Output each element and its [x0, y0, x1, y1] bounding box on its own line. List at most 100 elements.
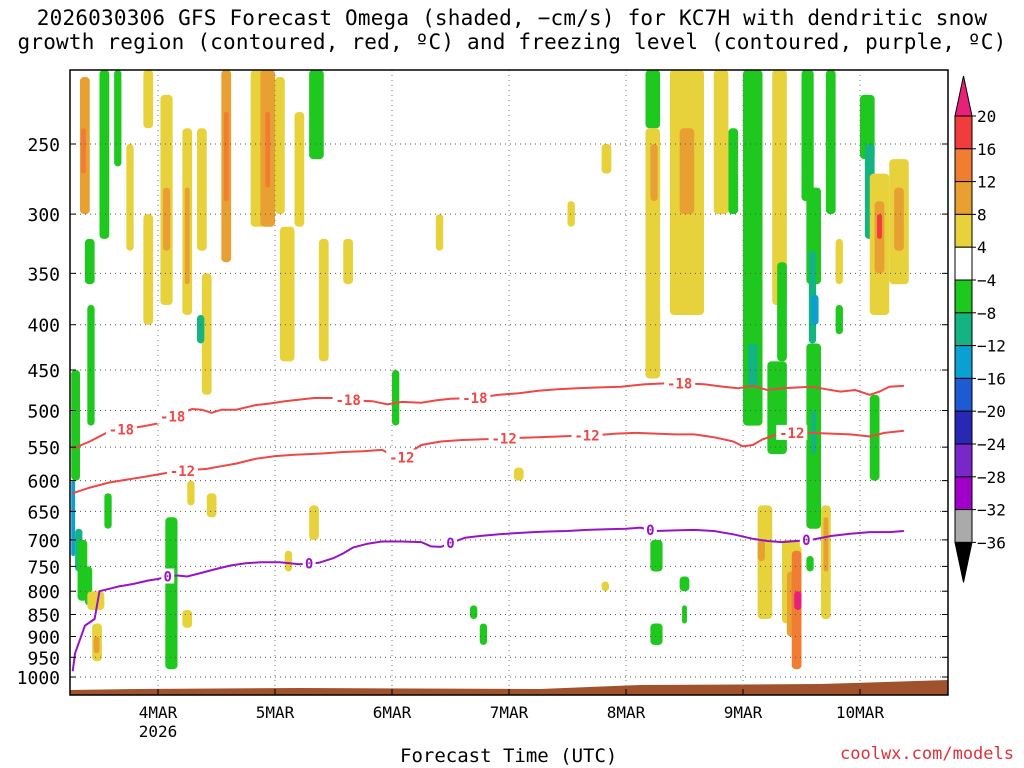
omega-shade-patch [182, 609, 193, 628]
credit-text[interactable]: coolwx.com/models [840, 744, 1014, 764]
omega-shading [71, 70, 909, 670]
y-tick-label: 350 [27, 264, 60, 285]
omega-shade-patch [165, 517, 178, 670]
colorbar-top-arrow [954, 75, 973, 117]
omega-shade-patch [794, 591, 802, 610]
omega-shade-patch [435, 214, 444, 251]
x-tick-label: 6MAR [373, 703, 412, 722]
colorbar-label: −20 [977, 402, 1006, 421]
omega-shade-patch [801, 70, 814, 202]
omega-shade-patch [650, 623, 663, 645]
colorbar-label: 16 [977, 140, 996, 159]
omega-shade-patch [645, 70, 661, 129]
colorbar-swatch [954, 115, 973, 150]
colorbar-swatch [954, 246, 973, 281]
omega-shade-patch [757, 505, 773, 620]
contours: -18 -18 -18 -18 -18 -12 -12 -12 -12 -12 0 0 0 0 0 [71, 375, 905, 672]
omega-shade-patch [309, 70, 324, 160]
omega-shade-patch [835, 304, 843, 335]
y-tick-label: 300 [27, 205, 60, 226]
colorbar-swatch [954, 213, 973, 248]
colorbar-label: −16 [977, 369, 1006, 388]
omega-shade-patch [265, 111, 271, 188]
omega-shade-patch [143, 70, 154, 129]
colorbar-label: −4 [977, 271, 996, 290]
contour-label-bg [302, 555, 316, 571]
omega-shade-patch [284, 550, 293, 572]
x-tick-sublabel: 2026 [139, 722, 178, 741]
y-tick-label: 1000 [17, 668, 60, 689]
omega-shade-patch [197, 314, 205, 344]
omega-shade-patch [294, 111, 305, 227]
omega-shade-patch [811, 294, 819, 325]
x-tick-label: 7MAR [490, 703, 529, 722]
colorbar: 20 16 12 8 4 −4 −8 −12 −16 −20 −24 −28 −32 −36 [954, 75, 1006, 583]
colorbar-swatch [954, 181, 973, 215]
omega-shade-patch [392, 369, 400, 426]
omega-shade-patch [601, 144, 612, 174]
omega-shade-patch [747, 343, 758, 387]
colorbar-label: −28 [977, 468, 1006, 487]
omega-shade-patch [679, 128, 695, 215]
omega-shade-patch [650, 144, 658, 202]
omega-shade-patch [743, 70, 763, 426]
omega-shade-patch [470, 605, 478, 620]
omega-shade-patch [713, 70, 729, 215]
contour-label: -12 [574, 428, 599, 444]
omega-shade-patch [143, 214, 154, 325]
contour-label: 0 [164, 570, 172, 586]
contour-label: -18 [160, 410, 185, 426]
ground-terrain [70, 680, 948, 695]
contour-label-bg [105, 421, 137, 437]
x-tick-label: 9MAR [724, 703, 763, 722]
omega-shade-patch [791, 550, 802, 670]
omega-shade-patch [894, 187, 904, 251]
contour-label-bg [488, 430, 520, 446]
colorbar-swatch [954, 476, 973, 511]
colorbar-swatch [954, 148, 973, 183]
omega-shade-patch [757, 539, 765, 562]
y-tick-label: 800 [27, 582, 60, 603]
omega-shade-patch [869, 394, 880, 481]
contour-label-bg [444, 535, 457, 551]
y-tick-label: 700 [27, 531, 60, 552]
omega-shade-patch [162, 187, 171, 251]
x-tick-label: 5MAR [256, 703, 295, 722]
contour-label: -18 [462, 391, 487, 407]
contour-label: 0 [646, 523, 654, 539]
y-tick-label: 600 [27, 472, 60, 493]
colorbar-swatch [954, 377, 973, 412]
colorbar-label: −8 [977, 304, 996, 323]
colorbar-label: −32 [977, 501, 1006, 520]
x-axis-title: Forecast Time (UTC) [400, 745, 618, 767]
contour-line [71, 526, 904, 672]
y-tick-label: 500 [27, 402, 60, 423]
contour-label-bg [166, 462, 198, 478]
y-tick-label: 450 [27, 361, 60, 382]
omega-shade-patch [71, 369, 80, 481]
omega-shade-patch [806, 556, 814, 572]
contour-label-bg [332, 391, 364, 407]
omega-shade-patch [772, 70, 787, 305]
contour-label: 0 [446, 536, 454, 552]
omega-shade-patch [114, 70, 122, 167]
omega-shade-patch [479, 623, 488, 645]
omega-shade-patch [318, 238, 329, 362]
colorbar-swatch [954, 279, 973, 314]
y-tick-label: 900 [27, 627, 60, 648]
colorbar-swatch [954, 345, 973, 379]
contour-label-bg [459, 389, 491, 405]
x-tick-label: 4MAR [139, 703, 178, 722]
y-tick-label: 400 [27, 316, 60, 337]
colorbar-label: 12 [977, 173, 996, 192]
omega-shade-patch [513, 467, 524, 481]
colorbar-swatch [954, 443, 973, 478]
omega-shade-patch [601, 581, 609, 592]
omega-shade-patch [275, 76, 285, 215]
contour-label: -12 [491, 431, 516, 447]
omega-shade-patch [71, 480, 76, 557]
contour-label: -18 [109, 423, 134, 439]
omega-shade-patch [93, 636, 100, 654]
omega-shade-patch [835, 238, 843, 285]
